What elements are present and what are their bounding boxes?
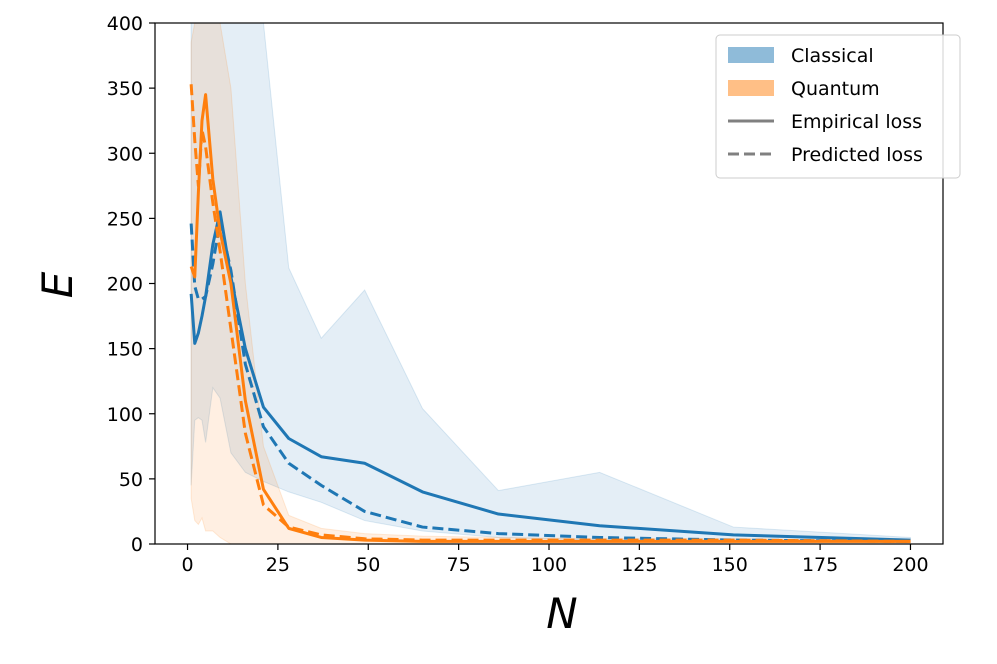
x-tick-label: 175 bbox=[802, 554, 838, 576]
y-tick-label: 0 bbox=[131, 534, 143, 556]
loss-curves bbox=[189, 84, 911, 543]
x-tick-label: 125 bbox=[621, 554, 657, 576]
legend-swatch-quantum bbox=[728, 80, 774, 96]
legend-label-quantum: Quantum bbox=[791, 78, 880, 100]
legend-label-classical: Classical bbox=[791, 45, 874, 67]
x-tick-label: 75 bbox=[447, 554, 471, 576]
legend-label-empirical-loss: Empirical loss bbox=[791, 111, 922, 133]
legend-swatch-classical bbox=[728, 47, 774, 63]
y-tick-label: 350 bbox=[107, 78, 143, 100]
x-axis-ticks: 0 25 50 75 100 125 150 175 200 bbox=[181, 544, 929, 576]
x-tick-label: 25 bbox=[266, 554, 290, 576]
y-tick-label: 400 bbox=[107, 13, 143, 35]
y-axis-ticks: 0 50 100 150 200 250 300 350 400 bbox=[107, 13, 155, 556]
classical-predicted-line bbox=[189, 219, 911, 543]
quantum-empirical-line bbox=[189, 93, 911, 543]
x-tick-label: 0 bbox=[181, 554, 193, 576]
y-tick-label: 150 bbox=[107, 339, 143, 361]
y-tick-label: 100 bbox=[107, 404, 143, 426]
y-tick-label: 200 bbox=[107, 274, 143, 296]
classical-empirical-line bbox=[189, 210, 911, 542]
x-axis-label: N bbox=[546, 589, 577, 638]
y-tick-label: 250 bbox=[107, 208, 143, 230]
y-tick-label: 50 bbox=[119, 469, 143, 491]
legend-frame bbox=[715, 34, 961, 179]
legend: Classical Quantum Empirical loss Predicted … bbox=[715, 34, 961, 179]
x-tick-label: 200 bbox=[892, 554, 928, 576]
legend-label-predicted-loss: Predicted loss bbox=[791, 144, 923, 166]
x-tick-label: 50 bbox=[356, 554, 380, 576]
y-axis-label: E bbox=[33, 271, 82, 298]
y-tick-label: 300 bbox=[107, 143, 143, 165]
x-tick-label: 100 bbox=[531, 554, 567, 576]
quantum-band bbox=[190, 23, 911, 544]
x-tick-label: 150 bbox=[712, 554, 748, 576]
